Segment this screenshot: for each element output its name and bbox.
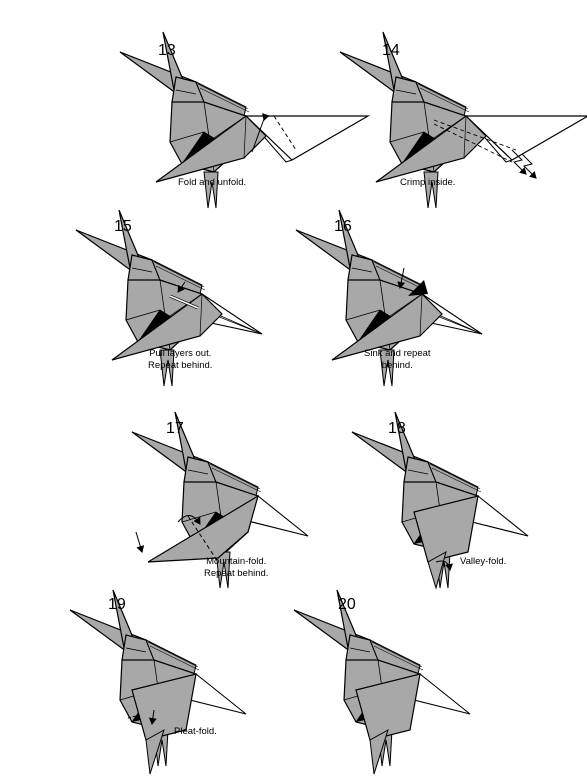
- step-17-caption: Mountain-fold. Repeat behind.: [204, 556, 269, 579]
- step-13-caption: Fold and unfold.: [178, 177, 247, 188]
- step-18-caption: Valley-fold.: [460, 556, 507, 567]
- step-20: 20: [270, 589, 500, 780]
- step-17-number: 17: [166, 420, 184, 437]
- step-15-number: 15: [114, 218, 132, 235]
- step-16-figure: [295, 209, 483, 387]
- step-17-figure: [131, 411, 309, 589]
- step-15: 15 Pull layers out. Repeat behind.: [52, 209, 282, 400]
- step-18-number: 18: [388, 420, 406, 437]
- step-20-figure: [293, 589, 471, 775]
- step-15-caption: Pull layers out. Repeat behind.: [148, 348, 213, 371]
- step-13: 13 Fold and unfold.: [96, 31, 369, 222]
- step-19: 19 Pleat-fold.: [46, 589, 276, 780]
- step-17: 17 Mountain-fold. Repeat behind.: [108, 411, 338, 602]
- step-18: 18 Valley-fold.: [328, 411, 558, 602]
- step-13-number: 13: [158, 42, 176, 59]
- step-19-number: 19: [108, 596, 126, 613]
- step-14: 14 Crimp inside.: [316, 31, 587, 222]
- step-16-number: 16: [334, 218, 352, 235]
- step-14-figure: [339, 31, 587, 209]
- step-14-number: 14: [382, 42, 400, 59]
- step-20-number: 20: [338, 596, 356, 613]
- step-19-figure: [69, 589, 247, 775]
- step-13-figure: [119, 31, 369, 209]
- step-14-caption: Crimp inside.: [400, 177, 456, 188]
- step-16: 16 Sink and repeat behind.: [272, 209, 502, 400]
- step-15-figure: [75, 209, 263, 387]
- step-16-caption: Sink and repeat behind.: [364, 348, 431, 371]
- step-19-caption: Pleat-fold.: [174, 726, 217, 737]
- step-18-figure: [351, 411, 529, 590]
